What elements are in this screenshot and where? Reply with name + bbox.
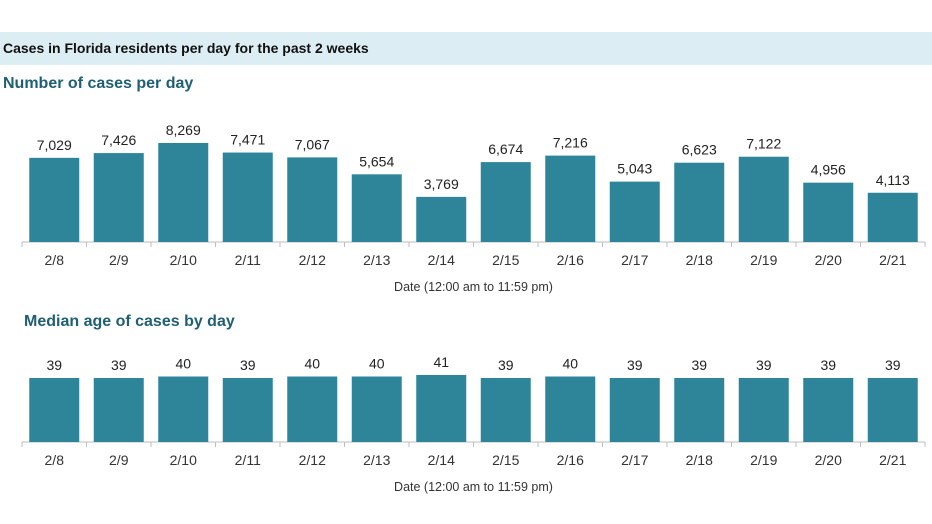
x-tick-label-1-12: 2/20 xyxy=(815,452,842,468)
bar-0-6 xyxy=(416,196,467,242)
bar-1-7 xyxy=(480,378,531,442)
bar-0-0 xyxy=(29,157,80,242)
x-tick-label-0-8: 2/16 xyxy=(557,252,584,268)
data-label-0-0: 7,029 xyxy=(37,137,72,153)
bar-1-4 xyxy=(287,376,338,442)
x-tick-label-0-4: 2/12 xyxy=(299,252,326,268)
bar-0-13 xyxy=(867,192,918,242)
data-label-0-13: 4,113 xyxy=(876,172,910,188)
bar-0-9 xyxy=(609,181,660,242)
data-label-0-10: 6,623 xyxy=(682,142,717,158)
data-label-0-12: 4,956 xyxy=(811,162,846,178)
bar-1-2 xyxy=(158,376,209,442)
x-tick-label-1-6: 2/14 xyxy=(428,452,455,468)
bar-0-5 xyxy=(351,174,402,242)
x-tick-label-0-12: 2/20 xyxy=(815,252,842,268)
x-tick-label-1-4: 2/12 xyxy=(299,452,326,468)
x-axis-label-0: Date (12:00 am to 11:59 pm) xyxy=(394,280,553,294)
data-label-1-7: 39 xyxy=(498,357,514,373)
x-tick-label-1-7: 2/15 xyxy=(492,452,519,468)
data-label-0-11: 7,122 xyxy=(746,136,781,152)
median-age-chart-title: Median age of cases by day xyxy=(24,313,235,330)
bar-0-10 xyxy=(674,162,725,242)
data-label-0-8: 7,216 xyxy=(553,135,588,151)
bar-0-1 xyxy=(93,153,144,242)
bar-1-13 xyxy=(867,378,918,442)
bar-1-11 xyxy=(738,378,789,442)
bar-1-5 xyxy=(351,376,402,442)
data-label-0-5: 5,654 xyxy=(359,153,394,169)
bar-1-6 xyxy=(416,375,467,442)
bar-1-10 xyxy=(674,378,725,442)
x-tick-label-1-9: 2/17 xyxy=(621,452,648,468)
x-tick-label-1-0: 2/8 xyxy=(45,452,65,468)
data-label-1-8: 40 xyxy=(562,356,578,372)
x-tick-label-1-11: 2/19 xyxy=(750,452,777,468)
x-tick-label-1-8: 2/16 xyxy=(557,452,584,468)
bar-1-3 xyxy=(222,378,273,442)
data-label-1-13: 39 xyxy=(885,357,901,373)
data-label-1-5: 40 xyxy=(369,356,385,372)
median-age-bar-chart: 39 2/8 39 2/9 40 2/10 39 2/11 40 2/12 40 2/13 41 2/14… xyxy=(21,354,926,494)
bar-0-3 xyxy=(222,152,273,242)
data-label-1-0: 39 xyxy=(46,357,62,373)
data-label-1-2: 40 xyxy=(175,356,191,372)
bar-0-2 xyxy=(158,143,209,242)
x-tick-label-0-13: 2/21 xyxy=(879,252,906,268)
data-label-1-6: 41 xyxy=(433,354,449,370)
data-label-1-12: 39 xyxy=(820,357,836,373)
bar-0-7 xyxy=(480,162,531,242)
data-label-0-2: 8,269 xyxy=(166,122,201,138)
x-tick-label-0-6: 2/14 xyxy=(428,252,455,268)
data-label-0-6: 3,769 xyxy=(424,176,459,192)
x-tick-label-1-1: 2/9 xyxy=(109,452,129,468)
x-tick-label-0-3: 2/11 xyxy=(235,252,261,268)
x-tick-label-0-7: 2/15 xyxy=(492,252,519,268)
data-label-1-11: 39 xyxy=(756,357,772,373)
x-axis-label-1: Date (12:00 am to 11:59 pm) xyxy=(394,480,553,494)
data-label-1-9: 39 xyxy=(627,357,643,373)
x-tick-label-1-2: 2/10 xyxy=(170,452,197,468)
data-label-1-10: 39 xyxy=(691,357,707,373)
x-tick-label-1-10: 2/18 xyxy=(686,452,713,468)
bar-1-8 xyxy=(545,376,596,442)
x-tick-label-0-10: 2/18 xyxy=(686,252,713,268)
bar-1-12 xyxy=(803,378,854,442)
bar-1-1 xyxy=(93,378,144,442)
bar-1-9 xyxy=(609,378,660,442)
x-tick-label-1-3: 2/11 xyxy=(235,452,261,468)
header-title: Cases in Florida residents per day for t… xyxy=(3,40,369,56)
data-label-0-3: 7,471 xyxy=(230,132,265,148)
bar-0-8 xyxy=(545,155,596,242)
header-band: Cases in Florida residents per day for t… xyxy=(0,32,932,65)
data-label-0-4: 7,067 xyxy=(295,136,330,152)
x-tick-label-0-1: 2/9 xyxy=(109,252,129,268)
x-tick-label-0-9: 2/17 xyxy=(621,252,648,268)
data-label-1-1: 39 xyxy=(111,357,127,373)
x-tick-label-1-13: 2/21 xyxy=(879,452,906,468)
bar-1-0 xyxy=(29,378,80,442)
bar-0-11 xyxy=(738,156,789,242)
x-tick-label-0-2: 2/10 xyxy=(170,252,197,268)
cases-bar-chart: 7,029 2/8 7,426 2/9 8,269 2/10 7,471 2/11 7,067 2… xyxy=(21,122,926,294)
x-tick-label-0-11: 2/19 xyxy=(750,252,777,268)
bar-0-4 xyxy=(287,157,338,242)
x-tick-label-0-5: 2/13 xyxy=(363,252,390,268)
data-label-0-1: 7,426 xyxy=(101,132,136,148)
data-label-1-3: 39 xyxy=(240,357,256,373)
data-label-0-9: 5,043 xyxy=(617,161,652,177)
x-tick-label-1-5: 2/13 xyxy=(363,452,390,468)
data-label-1-4: 40 xyxy=(304,356,320,372)
data-label-0-7: 6,674 xyxy=(488,141,523,157)
cases-chart-title: Number of cases per day xyxy=(3,75,194,92)
bar-0-12 xyxy=(803,182,854,242)
x-tick-label-0-0: 2/8 xyxy=(45,252,65,268)
